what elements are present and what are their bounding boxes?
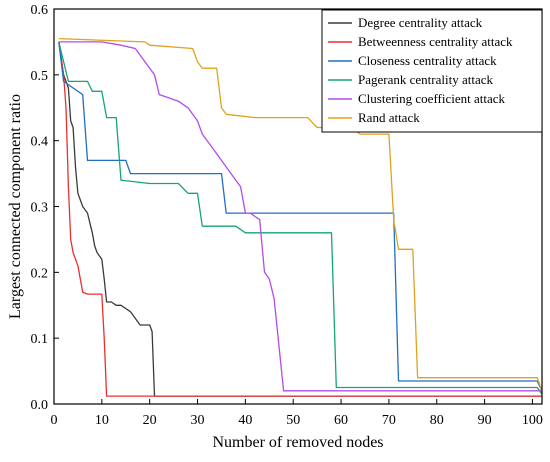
y-tick-label: 0.3 <box>31 201 49 216</box>
legend-label-2: Betweenness centrality attack <box>358 34 513 49</box>
x-tick-label: 70 <box>382 413 396 428</box>
x-tick-label: 90 <box>478 413 492 428</box>
y-tick-label: 0.1 <box>31 332 49 347</box>
y-tick-label: 0.6 <box>31 3 49 18</box>
legend-label-1: Degree centrality attack <box>358 15 483 30</box>
series-line-1 <box>58 41 542 397</box>
x-tick-label: 30 <box>191 413 205 428</box>
x-tick-label: 0 <box>51 413 58 428</box>
series-line-5 <box>58 41 542 392</box>
x-tick-label: 40 <box>238 413 252 428</box>
y-axis-title: Largest connected component ratio <box>7 94 24 319</box>
plot-frame <box>53 8 543 405</box>
x-tick-label: 100 <box>522 413 543 428</box>
x-tick-label: 60 <box>334 413 348 428</box>
legend-label-5: Clustering coefficient attack <box>358 91 506 106</box>
series-line-6 <box>58 37 543 392</box>
legend-label-6: Rand attack <box>358 110 420 125</box>
series-line-2 <box>58 41 542 397</box>
series-line-4 <box>58 41 543 395</box>
y-tick-label: 0.2 <box>31 266 49 281</box>
series-lines <box>58 37 543 397</box>
series-line-3 <box>58 41 543 392</box>
legend-box <box>321 9 543 133</box>
x-axis-title: Number of removed nodes <box>212 434 383 451</box>
legend-label-3: Closeness centrality attack <box>358 53 497 68</box>
x-tick-label: 20 <box>143 413 157 428</box>
y-tick-label: 0.4 <box>31 135 49 150</box>
y-tick-label: 0.5 <box>31 69 49 84</box>
legend-label-4: Pagerank centrality attack <box>358 72 493 87</box>
y-axis-ticks: 0.0 0.1 0.2 0.3 0.4 0.5 0.6 <box>31 3 59 413</box>
x-tick-label: 80 <box>430 413 444 428</box>
x-tick-label: 50 <box>286 413 300 428</box>
legend: Degree centrality attack Betweenness cent… <box>321 9 543 133</box>
y-tick-label: 0.0 <box>31 398 49 413</box>
x-axis-ticks: 0 10 20 30 40 50 60 70 80 90 100 <box>51 399 543 428</box>
x-tick-label: 10 <box>95 413 109 428</box>
